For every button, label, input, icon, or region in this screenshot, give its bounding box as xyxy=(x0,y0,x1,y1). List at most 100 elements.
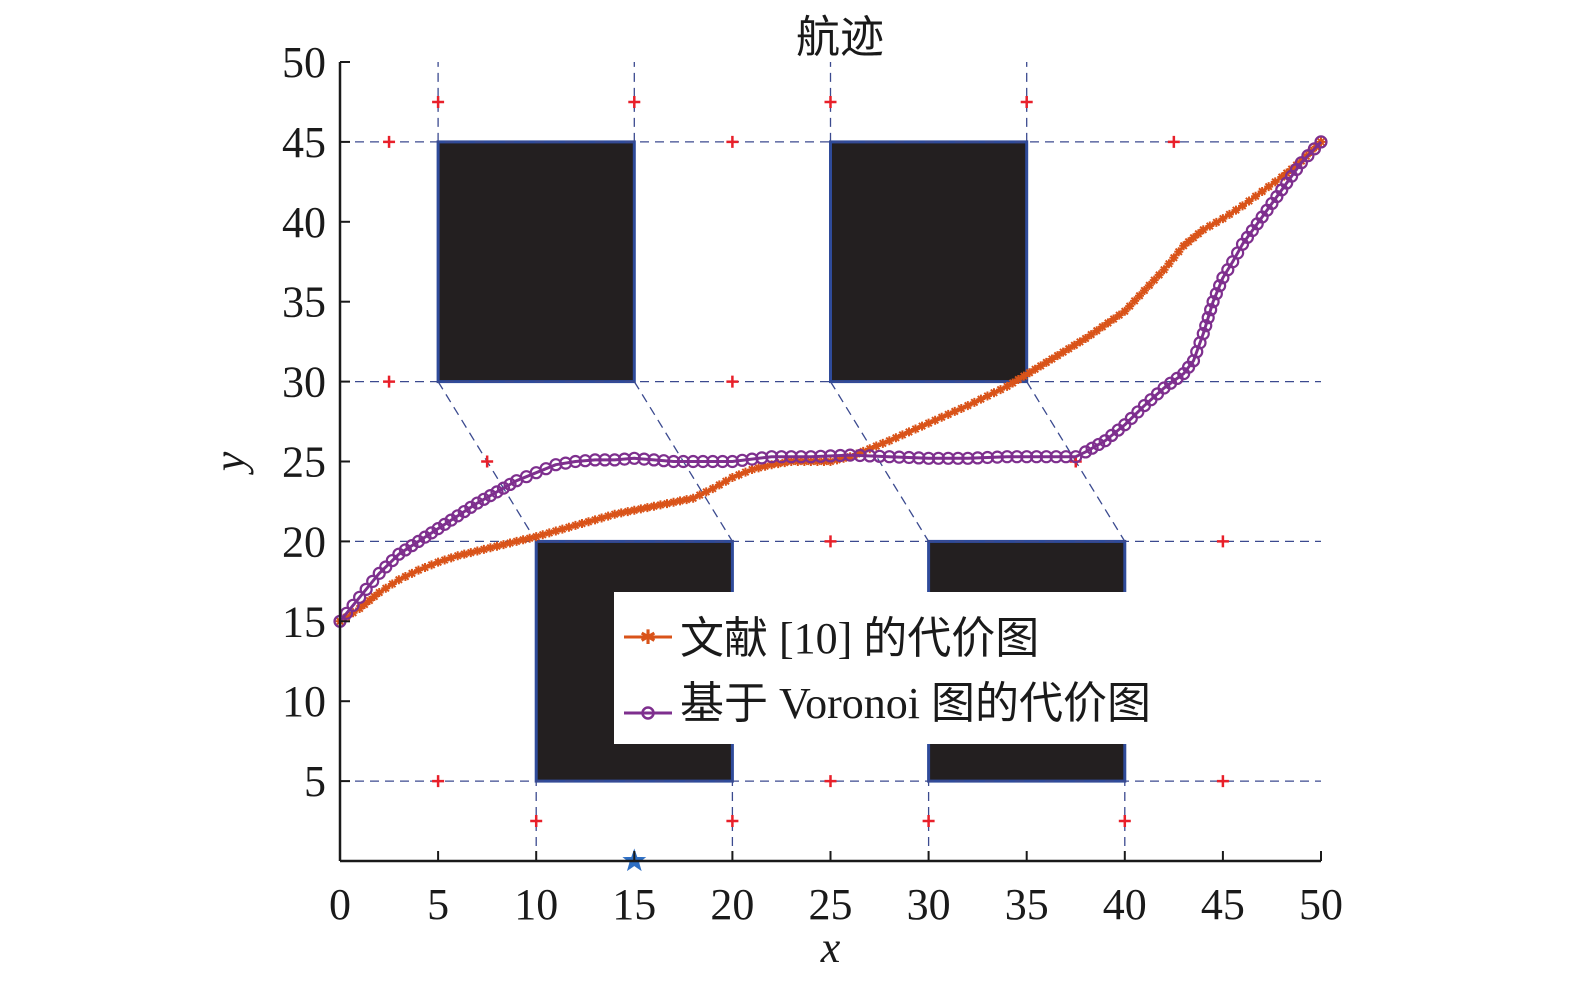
y-tick-label-35: 35 xyxy=(282,278,326,327)
series-1-point-87 xyxy=(891,433,901,443)
series-1-point-34 xyxy=(544,528,554,538)
y-tick-label-45: 45 xyxy=(282,118,326,167)
series-2-point-40 xyxy=(627,451,641,465)
series-2-point-12 xyxy=(405,539,419,553)
series-1-point-4 xyxy=(355,604,365,614)
x-tick-label-20: 20 xyxy=(710,880,754,929)
series-2-point-64 xyxy=(863,449,877,463)
series-1-point-128 xyxy=(1135,291,1145,301)
x-tick-label-30: 30 xyxy=(907,880,951,929)
series-1-point-90 xyxy=(911,424,921,434)
series-1-point-141 xyxy=(1198,225,1208,235)
series-2-point-17 xyxy=(438,517,452,531)
series-2-point-48 xyxy=(706,454,720,469)
series-2-point-112 xyxy=(1213,279,1227,293)
series-1-point-97 xyxy=(956,404,966,413)
series-2-point-83 xyxy=(1049,450,1063,464)
series-1-point-94 xyxy=(937,412,947,422)
series-1-point-25 xyxy=(485,543,495,553)
series-1-point-14 xyxy=(413,565,423,575)
series-1-point-136 xyxy=(1174,247,1184,257)
legend-marker-series-1: ✱ xyxy=(640,625,657,649)
voronoi-node-15 xyxy=(824,775,837,788)
series-2-point-4 xyxy=(353,590,367,604)
series-1-point-36 xyxy=(557,524,567,534)
series-1-point-41 xyxy=(590,515,600,525)
series-2-point-86 xyxy=(1078,445,1093,459)
series-2-point-16 xyxy=(431,522,445,536)
series-1-point-110 xyxy=(1036,361,1046,371)
series-1-point-139 xyxy=(1188,233,1198,243)
series-1-point-100 xyxy=(976,394,986,404)
series-2-point-78 xyxy=(1000,450,1014,464)
series-2-point-5 xyxy=(359,582,373,596)
series-1-point-26 xyxy=(492,541,502,551)
series-2-point-65 xyxy=(872,449,887,463)
voronoi-node-12 xyxy=(824,535,837,548)
x-tick-label-0: 0 xyxy=(329,880,351,929)
series-1-point-37 xyxy=(564,522,574,532)
series-1-point-30 xyxy=(518,535,528,545)
series-1-point-59 xyxy=(708,484,718,494)
series-2-point-111 xyxy=(1209,287,1223,301)
series-1-point-135 xyxy=(1169,253,1179,263)
series-1-point-31 xyxy=(525,533,535,543)
y-tick-label-20: 20 xyxy=(282,517,326,566)
series-1-point-88 xyxy=(897,430,907,440)
series-2-point-75 xyxy=(971,451,985,465)
series-1-point-117 xyxy=(1075,337,1085,347)
voronoi-node-17 xyxy=(530,815,543,828)
series-2-point-19 xyxy=(451,509,465,523)
series-2-point-81 xyxy=(1029,450,1044,464)
series-1-point-55 xyxy=(682,495,692,505)
series-2-point-18 xyxy=(444,513,458,527)
series-1-point-109 xyxy=(1030,364,1040,374)
series-1-point-116 xyxy=(1069,340,1079,350)
axes: 0 5 10 15 20 25 30 35 40 45 50 5 10 15 20 25 30 35 40 45 50 x… xyxy=(205,38,1343,972)
series-2-point-56 xyxy=(784,450,798,464)
y-tick-label-5: 5 xyxy=(304,757,326,806)
x-tick-label-25: 25 xyxy=(809,880,853,929)
series-1-point-93 xyxy=(930,415,940,425)
series-2-point-82 xyxy=(1039,450,1053,464)
series-1-point-62 xyxy=(727,472,737,482)
series-1-point-47 xyxy=(629,505,639,515)
voronoi-node-14 xyxy=(432,775,445,788)
series-1-point-8 xyxy=(374,588,384,598)
x-tick-label-45: 45 xyxy=(1201,880,1245,929)
series-1-point-132 xyxy=(1154,270,1164,280)
series-1-point-149 xyxy=(1251,191,1261,201)
series-2-point-60 xyxy=(823,449,838,463)
series-2-point-46 xyxy=(686,454,700,469)
voronoi-node-16 xyxy=(1216,775,1229,788)
series-1-point-143 xyxy=(1211,217,1221,227)
voronoi-node-3 xyxy=(824,95,837,108)
series-1-point-125 xyxy=(1120,306,1130,316)
series-2-point-34 xyxy=(568,454,583,469)
x-tick-label-50: 50 xyxy=(1299,880,1343,929)
series-1-point-38 xyxy=(570,520,580,530)
series-1-point-19 xyxy=(446,553,456,563)
series-1-point-101 xyxy=(982,391,992,401)
series-1-point-123 xyxy=(1109,314,1119,324)
series-2-point-54 xyxy=(765,450,779,464)
series-2-point-87 xyxy=(1085,441,1099,455)
series-2-point-109 xyxy=(1204,303,1218,317)
series-1-point-66 xyxy=(754,463,764,473)
series-2-point-108 xyxy=(1201,311,1215,325)
series-2-point-63 xyxy=(853,448,867,463)
series-1-point-7 xyxy=(369,592,379,602)
legend-label-series-2: 基于 Voronoi 图的代价图 xyxy=(680,679,1151,728)
series-1-point-92 xyxy=(924,418,934,428)
series-2-point-79 xyxy=(1010,450,1024,464)
series-1-point-9 xyxy=(381,583,391,593)
series-1-point-150 xyxy=(1257,186,1267,196)
obstacle-2 xyxy=(829,140,1029,384)
x-tick-label-15: 15 xyxy=(612,880,656,929)
series-1-point-33 xyxy=(538,530,548,540)
series-2-point-23 xyxy=(477,492,491,506)
y-tick-label-25: 25 xyxy=(282,438,326,487)
series-1-point-60 xyxy=(714,480,724,490)
series-2-point-25 xyxy=(490,485,504,499)
series-1-point-40 xyxy=(584,517,594,527)
